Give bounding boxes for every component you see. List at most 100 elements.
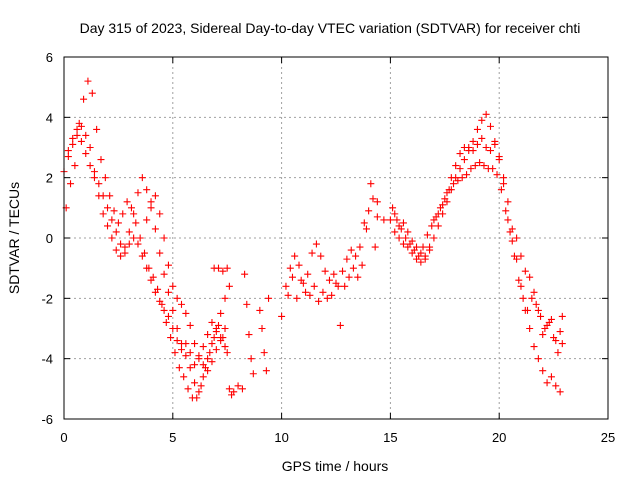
data-point bbox=[458, 174, 466, 182]
data-point bbox=[77, 122, 85, 130]
data-point bbox=[104, 222, 112, 230]
data-point bbox=[365, 207, 373, 215]
data-point bbox=[473, 140, 481, 148]
data-point bbox=[552, 337, 560, 345]
data-point bbox=[526, 325, 534, 332]
data-point bbox=[195, 352, 203, 360]
data-point bbox=[64, 153, 72, 161]
data-point bbox=[308, 249, 316, 257]
data-point bbox=[447, 174, 455, 182]
data-point bbox=[119, 210, 127, 218]
data-point bbox=[310, 282, 318, 290]
data-point bbox=[173, 294, 181, 302]
data-point bbox=[258, 325, 266, 332]
data-point bbox=[130, 210, 138, 218]
data-point bbox=[486, 147, 494, 155]
data-point bbox=[191, 361, 199, 369]
data-point bbox=[191, 379, 199, 387]
data-point bbox=[460, 156, 468, 164]
data-point bbox=[515, 276, 523, 284]
data-point bbox=[347, 246, 355, 254]
data-point bbox=[534, 306, 542, 314]
data-point bbox=[156, 210, 164, 218]
data-point bbox=[191, 340, 199, 348]
data-point bbox=[473, 125, 481, 133]
data-point bbox=[471, 162, 479, 170]
data-point bbox=[426, 243, 434, 251]
data-point bbox=[491, 140, 499, 148]
y-tick-label: -4 bbox=[41, 352, 53, 367]
data-point bbox=[278, 312, 286, 320]
data-point bbox=[73, 131, 81, 139]
series-track-a bbox=[60, 131, 233, 396]
x-tick-label: 0 bbox=[60, 430, 67, 445]
data-points bbox=[60, 77, 566, 402]
data-point bbox=[304, 270, 312, 278]
data-point bbox=[82, 131, 90, 139]
data-point bbox=[558, 340, 566, 348]
data-point bbox=[69, 134, 77, 142]
y-tick-label: 6 bbox=[46, 50, 53, 65]
data-point bbox=[106, 192, 114, 200]
data-point bbox=[504, 198, 512, 206]
data-point bbox=[469, 147, 477, 155]
data-point bbox=[214, 321, 222, 329]
data-point bbox=[373, 198, 381, 206]
data-point bbox=[134, 240, 142, 248]
data-point bbox=[395, 234, 403, 242]
data-point bbox=[558, 312, 566, 320]
data-point bbox=[212, 328, 220, 336]
data-point bbox=[175, 364, 183, 372]
data-point bbox=[182, 340, 190, 348]
data-point bbox=[386, 216, 394, 224]
data-point bbox=[104, 204, 112, 212]
data-point bbox=[341, 282, 349, 290]
data-point bbox=[554, 349, 562, 357]
data-point bbox=[121, 249, 129, 257]
data-point bbox=[519, 294, 527, 302]
data-point bbox=[156, 297, 164, 305]
data-point bbox=[156, 249, 164, 257]
data-point bbox=[328, 291, 336, 299]
data-point bbox=[199, 361, 207, 369]
data-point bbox=[199, 343, 207, 351]
data-point bbox=[95, 192, 103, 200]
data-point bbox=[204, 355, 212, 363]
data-point bbox=[204, 331, 212, 339]
data-point bbox=[147, 204, 155, 212]
x-tick-label: 20 bbox=[492, 430, 506, 445]
data-point bbox=[221, 294, 229, 302]
data-point bbox=[221, 325, 229, 332]
data-point bbox=[465, 144, 473, 151]
data-point bbox=[197, 382, 205, 390]
data-point bbox=[212, 346, 220, 354]
data-point bbox=[138, 174, 146, 182]
data-point bbox=[402, 234, 410, 242]
data-point bbox=[463, 171, 471, 179]
data-point bbox=[208, 318, 216, 326]
data-point bbox=[417, 249, 425, 257]
data-point bbox=[419, 243, 427, 251]
data-point bbox=[228, 391, 236, 399]
data-point bbox=[356, 243, 364, 251]
data-point bbox=[450, 180, 458, 188]
data-point bbox=[138, 252, 146, 260]
data-point bbox=[73, 125, 81, 133]
data-point bbox=[93, 125, 101, 133]
data-point bbox=[186, 321, 194, 329]
data-point bbox=[80, 95, 88, 103]
data-point bbox=[530, 288, 538, 296]
data-point bbox=[467, 165, 475, 173]
data-point bbox=[282, 282, 290, 290]
plot-frame bbox=[63, 56, 609, 420]
data-point bbox=[332, 279, 340, 287]
data-point bbox=[241, 270, 249, 278]
data-point bbox=[223, 349, 231, 357]
data-point bbox=[489, 165, 497, 173]
y-tick-label: -2 bbox=[41, 291, 53, 306]
data-point bbox=[500, 180, 508, 188]
data-point bbox=[90, 168, 98, 176]
data-point bbox=[286, 264, 294, 272]
data-point bbox=[504, 216, 512, 224]
data-point bbox=[217, 309, 225, 317]
